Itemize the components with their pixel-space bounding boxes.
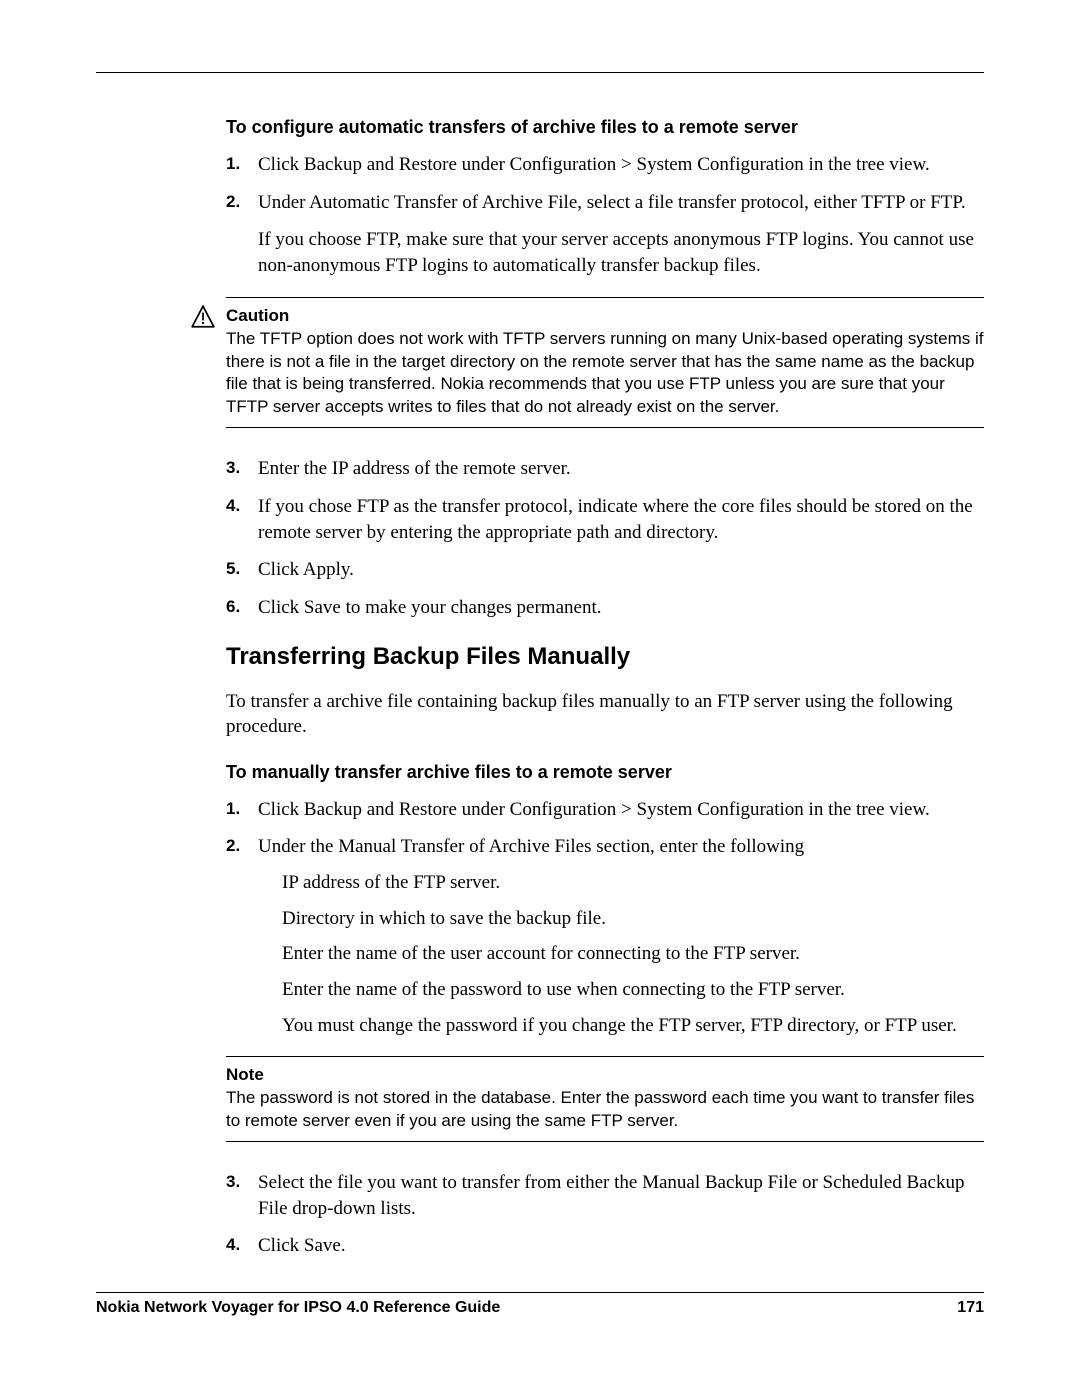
section-heading-manual: Transferring Backup Files Manually [226,643,984,671]
step-text: Click Backup and Restore under Configura… [258,154,930,175]
page-container: To configure automatic transfers of arch… [0,0,1080,1259]
note-body: The password is not stored in the databa… [226,1087,984,1133]
auto-steps-part1: Click Backup and Restore under Configura… [226,152,984,279]
step-item: Click Save. [226,1233,984,1259]
step-item: Under the Manual Transfer of Archive Fil… [226,834,984,1038]
step-extra: If you choose FTP, make sure that your s… [258,227,984,278]
procedure-heading-manual: To manually transfer archive files to a … [226,762,984,783]
step-item: Under Automatic Transfer of Archive File… [226,190,984,279]
top-rule [96,72,984,73]
step-item: If you chose FTP as the transfer protoco… [226,494,984,545]
step-item: Click Backup and Restore under Configura… [226,797,984,823]
caution-body: The TFTP option does not work with TFTP … [226,328,984,420]
page-number: 171 [957,1299,984,1317]
sub-item: Enter the name of the user account for c… [258,941,984,967]
note-notice: Note The password is not stored in the d… [226,1056,984,1142]
caution-title: Caution [226,306,984,326]
step-item: Click Apply. [226,557,984,583]
sub-item: Directory in which to save the backup fi… [258,906,984,932]
footer-title: Nokia Network Voyager for IPSO 4.0 Refer… [96,1299,500,1317]
caution-icon [190,304,216,330]
step-text: Click Save. [258,1235,346,1256]
step-text: Under the Manual Transfer of Archive Fil… [258,836,804,857]
sub-item: IP address of the FTP server. [258,870,984,896]
auto-steps-part2: Enter the IP address of the remote serve… [226,456,984,620]
manual-intro: To transfer a archive file containing ba… [226,689,984,740]
step-text: Click Save to make your changes permanen… [258,597,601,618]
step-text: Enter the IP address of the remote serve… [258,458,571,479]
sub-item: Enter the name of the password to use wh… [258,977,984,1003]
step-text: If you chose FTP as the transfer protoco… [258,496,973,543]
step-text: Select the file you want to transfer fro… [258,1172,964,1219]
note-title: Note [226,1065,984,1085]
procedure-heading-auto: To configure automatic transfers of arch… [226,117,984,138]
manual-sub-list: IP address of the FTP server. Directory … [258,870,984,1038]
step-item: Enter the IP address of the remote serve… [226,456,984,482]
step-text: Click Backup and Restore under Configura… [258,799,930,820]
step-item: Select the file you want to transfer fro… [226,1170,984,1221]
manual-steps-part2: Select the file you want to transfer fro… [226,1170,984,1259]
step-text: Click Apply. [258,559,354,580]
step-item: Click Save to make your changes permanen… [226,595,984,621]
caution-notice: Caution The TFTP option does not work wi… [226,297,984,429]
step-text: Under Automatic Transfer of Archive File… [258,192,966,213]
sub-item: You must change the password if you chan… [258,1013,984,1039]
step-item: Click Backup and Restore under Configura… [226,152,984,178]
page-footer: Nokia Network Voyager for IPSO 4.0 Refer… [96,1292,984,1317]
page-content: To configure automatic transfers of arch… [96,117,984,1259]
manual-steps-part1: Click Backup and Restore under Configura… [226,797,984,1038]
